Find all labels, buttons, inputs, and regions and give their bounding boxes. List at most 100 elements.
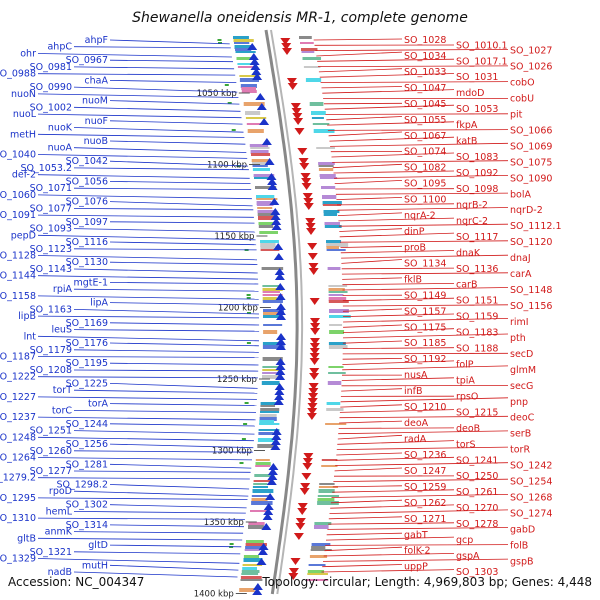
feature-block-fwd — [251, 159, 269, 162]
gene-arrow-rev — [299, 163, 310, 170]
gene-leader-line — [37, 436, 254, 442]
gene-leader-line — [109, 201, 253, 207]
gene-leader-line — [342, 347, 455, 349]
gene-label: nuoM — [82, 96, 108, 107]
gene-leader-line — [109, 80, 237, 83]
gene-leader-line — [109, 484, 250, 490]
gene-leader-line — [37, 335, 260, 342]
gene-arrow-fwd — [274, 383, 285, 390]
gene-leader-line — [317, 65, 509, 67]
gene-label: pnp — [510, 397, 528, 408]
gene-leader-line — [109, 282, 259, 285]
gene-arrow-fwd — [275, 293, 286, 300]
gene-arrow-fwd — [271, 218, 282, 225]
gene-leader-line — [73, 147, 247, 153]
gene-label: SO_1270 — [456, 503, 498, 514]
gene-arrow-rev — [295, 518, 306, 525]
feature-block-rev — [329, 324, 343, 326]
gene-leader-line — [315, 49, 509, 51]
feature-block-fwd — [262, 357, 283, 361]
gene-leader-line — [109, 342, 259, 347]
gene-arrow-rev — [294, 128, 305, 135]
gene-label: SO_1208 — [30, 365, 72, 376]
gene-leader-line — [322, 89, 455, 94]
gene-leader-line — [73, 106, 241, 112]
gene-arrow-rev — [309, 368, 320, 375]
gene-leader-line — [37, 214, 254, 218]
gene-arrow-fwd — [274, 393, 285, 400]
feature-block-fwd — [262, 288, 283, 291]
gene-label: SO_1260 — [30, 446, 72, 457]
feature-block-rev — [318, 489, 335, 493]
feature-block-fwd — [258, 429, 280, 431]
gene-leader-line — [332, 160, 509, 163]
gene-leader-line — [37, 356, 259, 358]
kbp-tick-label: 1200 kbp — [218, 304, 258, 314]
gene-arrow-fwd — [274, 273, 285, 280]
feature-block-fwd — [236, 57, 256, 60]
gene-arrow-rev — [282, 48, 292, 55]
feature-dot — [246, 342, 251, 344]
gene-label: SO_1074 — [404, 147, 446, 158]
gene-leader-line — [336, 197, 403, 200]
feature-block-fwd — [259, 423, 280, 425]
gene-label: pth — [510, 333, 526, 344]
gene-leader-line — [109, 362, 259, 366]
gene-arrow-fwd — [261, 523, 272, 530]
gene-arrow-fwd — [251, 68, 262, 75]
gene-arrow-rev — [292, 113, 303, 120]
gene-label: SO_1185 — [404, 338, 446, 349]
gene-arrow-fwd — [273, 398, 284, 405]
gene-arrow-fwd — [267, 473, 278, 480]
gene-arrow-fwd — [275, 363, 286, 370]
gene-label: folB — [510, 540, 528, 551]
feature-block-fwd — [260, 405, 276, 407]
feature-block-rev — [324, 222, 340, 225]
feature-block-rev — [326, 408, 344, 411]
gene-arrow-rev — [309, 298, 320, 305]
kbp-tick-label: 1150 kbp — [214, 232, 254, 242]
gene-arrow-fwd — [270, 443, 281, 450]
gene-arrow-rev — [303, 203, 314, 210]
feature-dot — [247, 312, 251, 314]
gene-label: SO_1302 — [66, 500, 108, 511]
gene-leader-line — [109, 504, 247, 509]
feature-block-rev — [312, 123, 330, 125]
gene-arrow-fwd — [264, 158, 275, 165]
feature-block-fwd — [262, 285, 281, 287]
feature-block-fwd — [242, 567, 258, 570]
feature-block-fwd — [257, 438, 274, 442]
gene-leader-line — [37, 234, 256, 241]
feature-block-fwd — [237, 63, 255, 65]
gene-arrow-fwd — [275, 358, 286, 365]
feature-block-rev — [300, 42, 314, 44]
feature-block-fwd — [259, 231, 278, 234]
feature-block-rev — [322, 201, 342, 205]
feature-block-rev — [319, 483, 335, 485]
gene-arrow-rev — [310, 328, 321, 335]
gene-leader-line — [341, 388, 403, 392]
feature-block-rev — [328, 372, 346, 374]
gene-label: ahpF — [85, 35, 108, 46]
gene-label: gabT — [404, 530, 428, 541]
gene-label: SO_1149 — [404, 290, 446, 301]
gene-arrow-fwd — [270, 213, 281, 220]
gene-leader-line — [329, 136, 455, 142]
gene-label: leuS — [51, 325, 72, 336]
gene-leader-line — [73, 46, 231, 49]
gene-leader-line — [340, 404, 403, 408]
gene-label: metH — [10, 129, 36, 140]
gene-arrow-fwd — [256, 558, 267, 565]
gene-leader-line — [73, 66, 235, 70]
gene-label: SO_1159 — [456, 312, 498, 323]
gene-leader-line — [37, 558, 240, 564]
gene-label: SO_1222 — [0, 372, 36, 383]
feature-block-rev — [318, 162, 335, 165]
gene-arrow-fwd — [273, 243, 284, 250]
gene-leader-line — [337, 440, 455, 445]
gene-leader-line — [37, 194, 252, 200]
gene-leader-line — [327, 527, 509, 530]
feature-block-fwd — [262, 369, 279, 371]
gene-leader-line — [109, 160, 249, 167]
gene-leader-line — [342, 365, 509, 371]
